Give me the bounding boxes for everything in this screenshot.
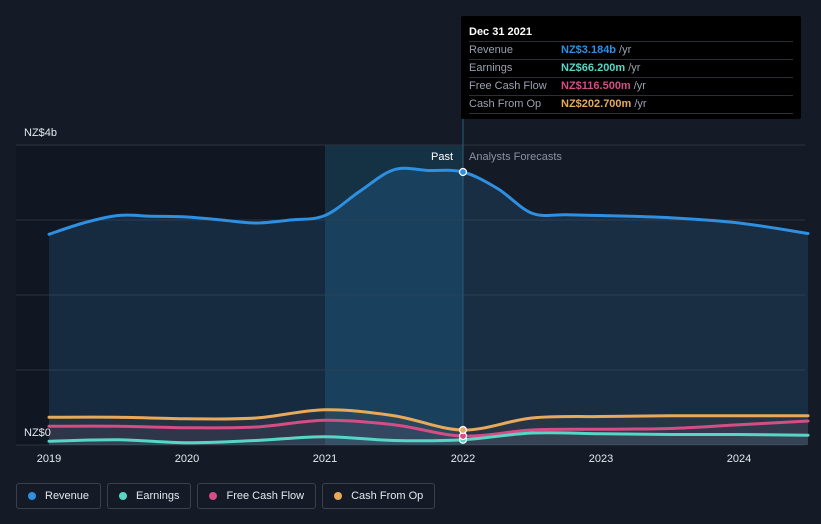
series-line-cash-from-op: [47, 408, 810, 432]
tooltip-unit-revenue: /yr: [619, 44, 632, 56]
tooltip-label-earnings: Earnings: [469, 62, 513, 74]
legend-item-free-cash-flow[interactable]: Free Cash Flow: [197, 483, 317, 509]
legend-dot-free-cash-flow-icon: [209, 492, 218, 500]
analysts-forecasts-label: Analysts Forecasts: [469, 151, 562, 163]
highlight-marker-revenue: [458, 167, 468, 177]
tooltip-row-revenue: Revenue NZ$3.184b /yr: [469, 41, 793, 59]
x-tick-label: 2022: [451, 453, 475, 465]
legend: Revenue Earnings Free Cash Flow Cash Fro…: [16, 483, 436, 509]
highlight-marker-cash-from-op: [458, 425, 468, 435]
series-line-revenue: [47, 166, 810, 236]
legend-item-revenue[interactable]: Revenue: [16, 483, 102, 509]
legend-dot-earnings-icon: [119, 492, 128, 500]
legend-label-cash-from-op: Cash From Op: [351, 490, 424, 502]
series-line-earnings: [47, 431, 810, 445]
series-area-cash-from-op: [49, 409, 808, 445]
tooltip-value-free-cash-flow: NZ$116.500m: [561, 80, 631, 92]
tooltip-date: Dec 31 2021: [469, 26, 532, 38]
tooltip-value-revenue: NZ$3.184b: [561, 44, 617, 56]
x-tick-label: 2024: [727, 453, 751, 465]
series-area-revenue: [49, 168, 808, 445]
legend-item-earnings[interactable]: Earnings: [107, 483, 192, 509]
y-axis-top-label: NZ$4b: [24, 127, 57, 139]
x-tick-label: 2020: [175, 453, 199, 465]
tooltip-value-earnings: NZ$66.200m: [561, 62, 626, 74]
legend-label-free-cash-flow: Free Cash Flow: [226, 490, 305, 502]
tooltip: Dec 31 2021 Revenue NZ$3.184b /yr Earnin…: [461, 16, 801, 119]
tooltip-label-free-cash-flow: Free Cash Flow: [469, 80, 547, 92]
series-line-free-cash-flow: [47, 418, 810, 438]
tooltip-unit-free-cash-flow: /yr: [633, 80, 646, 92]
legend-label-earnings: Earnings: [136, 490, 180, 502]
tooltip-label-cash-from-op: Cash From Op: [469, 98, 542, 110]
legend-item-cash-from-op[interactable]: Cash From Op: [322, 483, 436, 509]
legend-dot-cash-from-op-icon: [334, 492, 343, 500]
y-axis-bottom-label: NZ$0: [24, 427, 51, 439]
tooltip-row-earnings: Earnings NZ$66.200m /yr: [469, 59, 793, 77]
tooltip-label-revenue: Revenue: [469, 44, 514, 56]
tooltip-value-cash-from-op: NZ$202.700m: [561, 98, 632, 110]
x-tick-label: 2023: [589, 453, 613, 465]
past-label: Past: [431, 151, 453, 163]
legend-dot-revenue-icon: [28, 492, 36, 500]
series-area-free-cash-flow: [49, 420, 808, 445]
x-tick-label: 2021: [313, 453, 337, 465]
tooltip-unit-cash-from-op: /yr: [634, 98, 647, 110]
tooltip-unit-earnings: /yr: [628, 62, 641, 74]
legend-label-revenue: Revenue: [45, 490, 90, 502]
tooltip-row-cash-from-op: Cash From Op NZ$202.700m /yr: [469, 95, 793, 114]
tooltip-row-free-cash-flow: Free Cash Flow NZ$116.500m /yr: [469, 77, 793, 95]
x-tick-label: 2019: [37, 453, 61, 465]
